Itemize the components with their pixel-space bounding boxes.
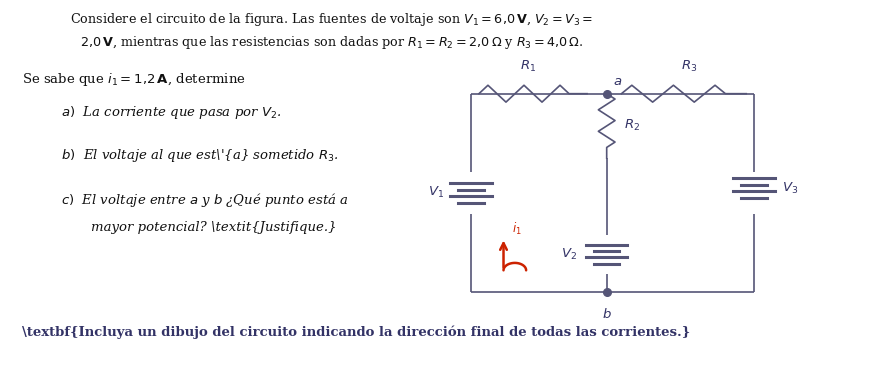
Text: $R_2$: $R_2$ [625, 118, 640, 134]
Text: $V_3$: $V_3$ [781, 180, 798, 196]
Text: $R_1$: $R_1$ [520, 59, 536, 74]
Text: $a$: $a$ [613, 75, 622, 88]
Text: $a)$  La corriente que pasa por $V_2$.: $a)$ La corriente que pasa por $V_2$. [62, 104, 282, 120]
Text: $c)$  El voltaje entre $a$ y $b$ ¿Qué punto está a: $c)$ El voltaje entre $a$ y $b$ ¿Qué pun… [62, 191, 348, 209]
Text: $b)$  El voltaje al que est\'{a} sometido $R_3$.: $b)$ El voltaje al que est\'{a} sometido… [62, 147, 339, 164]
Text: mayor potencial? \textit{Justifique.}: mayor potencial? \textit{Justifique.} [90, 221, 336, 234]
Text: \textbf{Incluya un dibujo del circuito indicando la dirección final de todas las: \textbf{Incluya un dibujo del circuito i… [22, 326, 690, 339]
Text: $b$: $b$ [602, 307, 612, 321]
Text: $V_1$: $V_1$ [428, 185, 443, 200]
Text: $R_3$: $R_3$ [680, 59, 697, 74]
Text: Considere el circuito de la figura. Las fuentes de voltaje son $V_1 = 6{,}0\,\ma: Considere el circuito de la figura. Las … [70, 11, 594, 28]
Text: Se sabe que $i_1 = 1{,}2\,\mathbf{A}$, determine: Se sabe que $i_1 = 1{,}2\,\mathbf{A}$, d… [22, 71, 246, 88]
Text: $V_2$: $V_2$ [561, 247, 577, 262]
Text: $i_1$: $i_1$ [513, 220, 522, 237]
Text: $2{,}0\,\mathbf{V}$, mientras que las resistencias son dadas por $R_1 = R_2 = 2{: $2{,}0\,\mathbf{V}$, mientras que las re… [80, 34, 583, 51]
